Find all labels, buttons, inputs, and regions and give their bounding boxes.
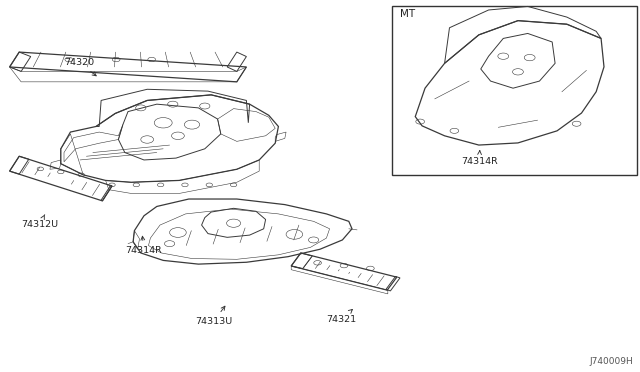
Text: 74314R: 74314R — [125, 236, 162, 255]
Text: 74313U: 74313U — [195, 306, 232, 326]
Text: 74320: 74320 — [64, 58, 96, 76]
Bar — [392, 6, 637, 175]
Text: 74321: 74321 — [326, 310, 356, 324]
Text: 74314R: 74314R — [461, 151, 497, 166]
Text: MT: MT — [400, 9, 415, 19]
Text: J740009H: J740009H — [590, 357, 634, 366]
Text: 74312U: 74312U — [21, 215, 58, 229]
